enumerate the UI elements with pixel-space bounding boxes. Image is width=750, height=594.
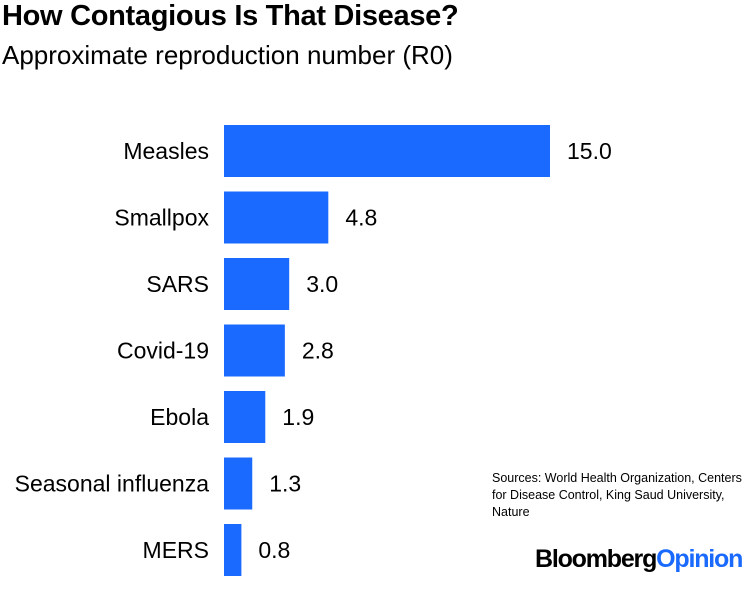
sources-note: Sources: World Health Organization, Cent… <box>492 471 742 519</box>
value-label: 0.8 <box>258 537 290 563</box>
chart-subtitle: Approximate reproduction number (R0) <box>2 40 453 70</box>
value-label: 1.9 <box>282 404 314 430</box>
value-label: 3.0 <box>306 271 338 297</box>
chart-title: How Contagious Is That Disease? <box>2 0 459 32</box>
bloomberg-opinion-logo: BloombergOpinion <box>535 545 743 574</box>
value-label: 2.8 <box>302 338 334 364</box>
category-label: Smallpox <box>114 205 209 231</box>
bar-measles <box>224 125 550 177</box>
category-label: Seasonal influenza <box>15 471 210 497</box>
bar-smallpox <box>224 191 329 244</box>
bar-sars <box>224 258 290 310</box>
bar-ebola <box>224 391 266 443</box>
category-label: MERS <box>143 537 209 563</box>
value-label: 15.0 <box>567 138 612 164</box>
category-label: Ebola <box>150 404 209 430</box>
category-label: Covid-19 <box>117 338 209 364</box>
bar-seasonal-influenza <box>224 457 253 510</box>
bar-covid-19 <box>224 324 285 377</box>
value-label: 1.3 <box>269 471 301 497</box>
bar-mers <box>224 524 242 576</box>
brand-part-1: Bloomberg <box>535 545 657 573</box>
category-label: SARS <box>146 271 209 297</box>
brand-part-2: Opinion <box>656 545 743 573</box>
value-label: 4.8 <box>345 205 377 231</box>
category-label: Measles <box>123 138 209 164</box>
